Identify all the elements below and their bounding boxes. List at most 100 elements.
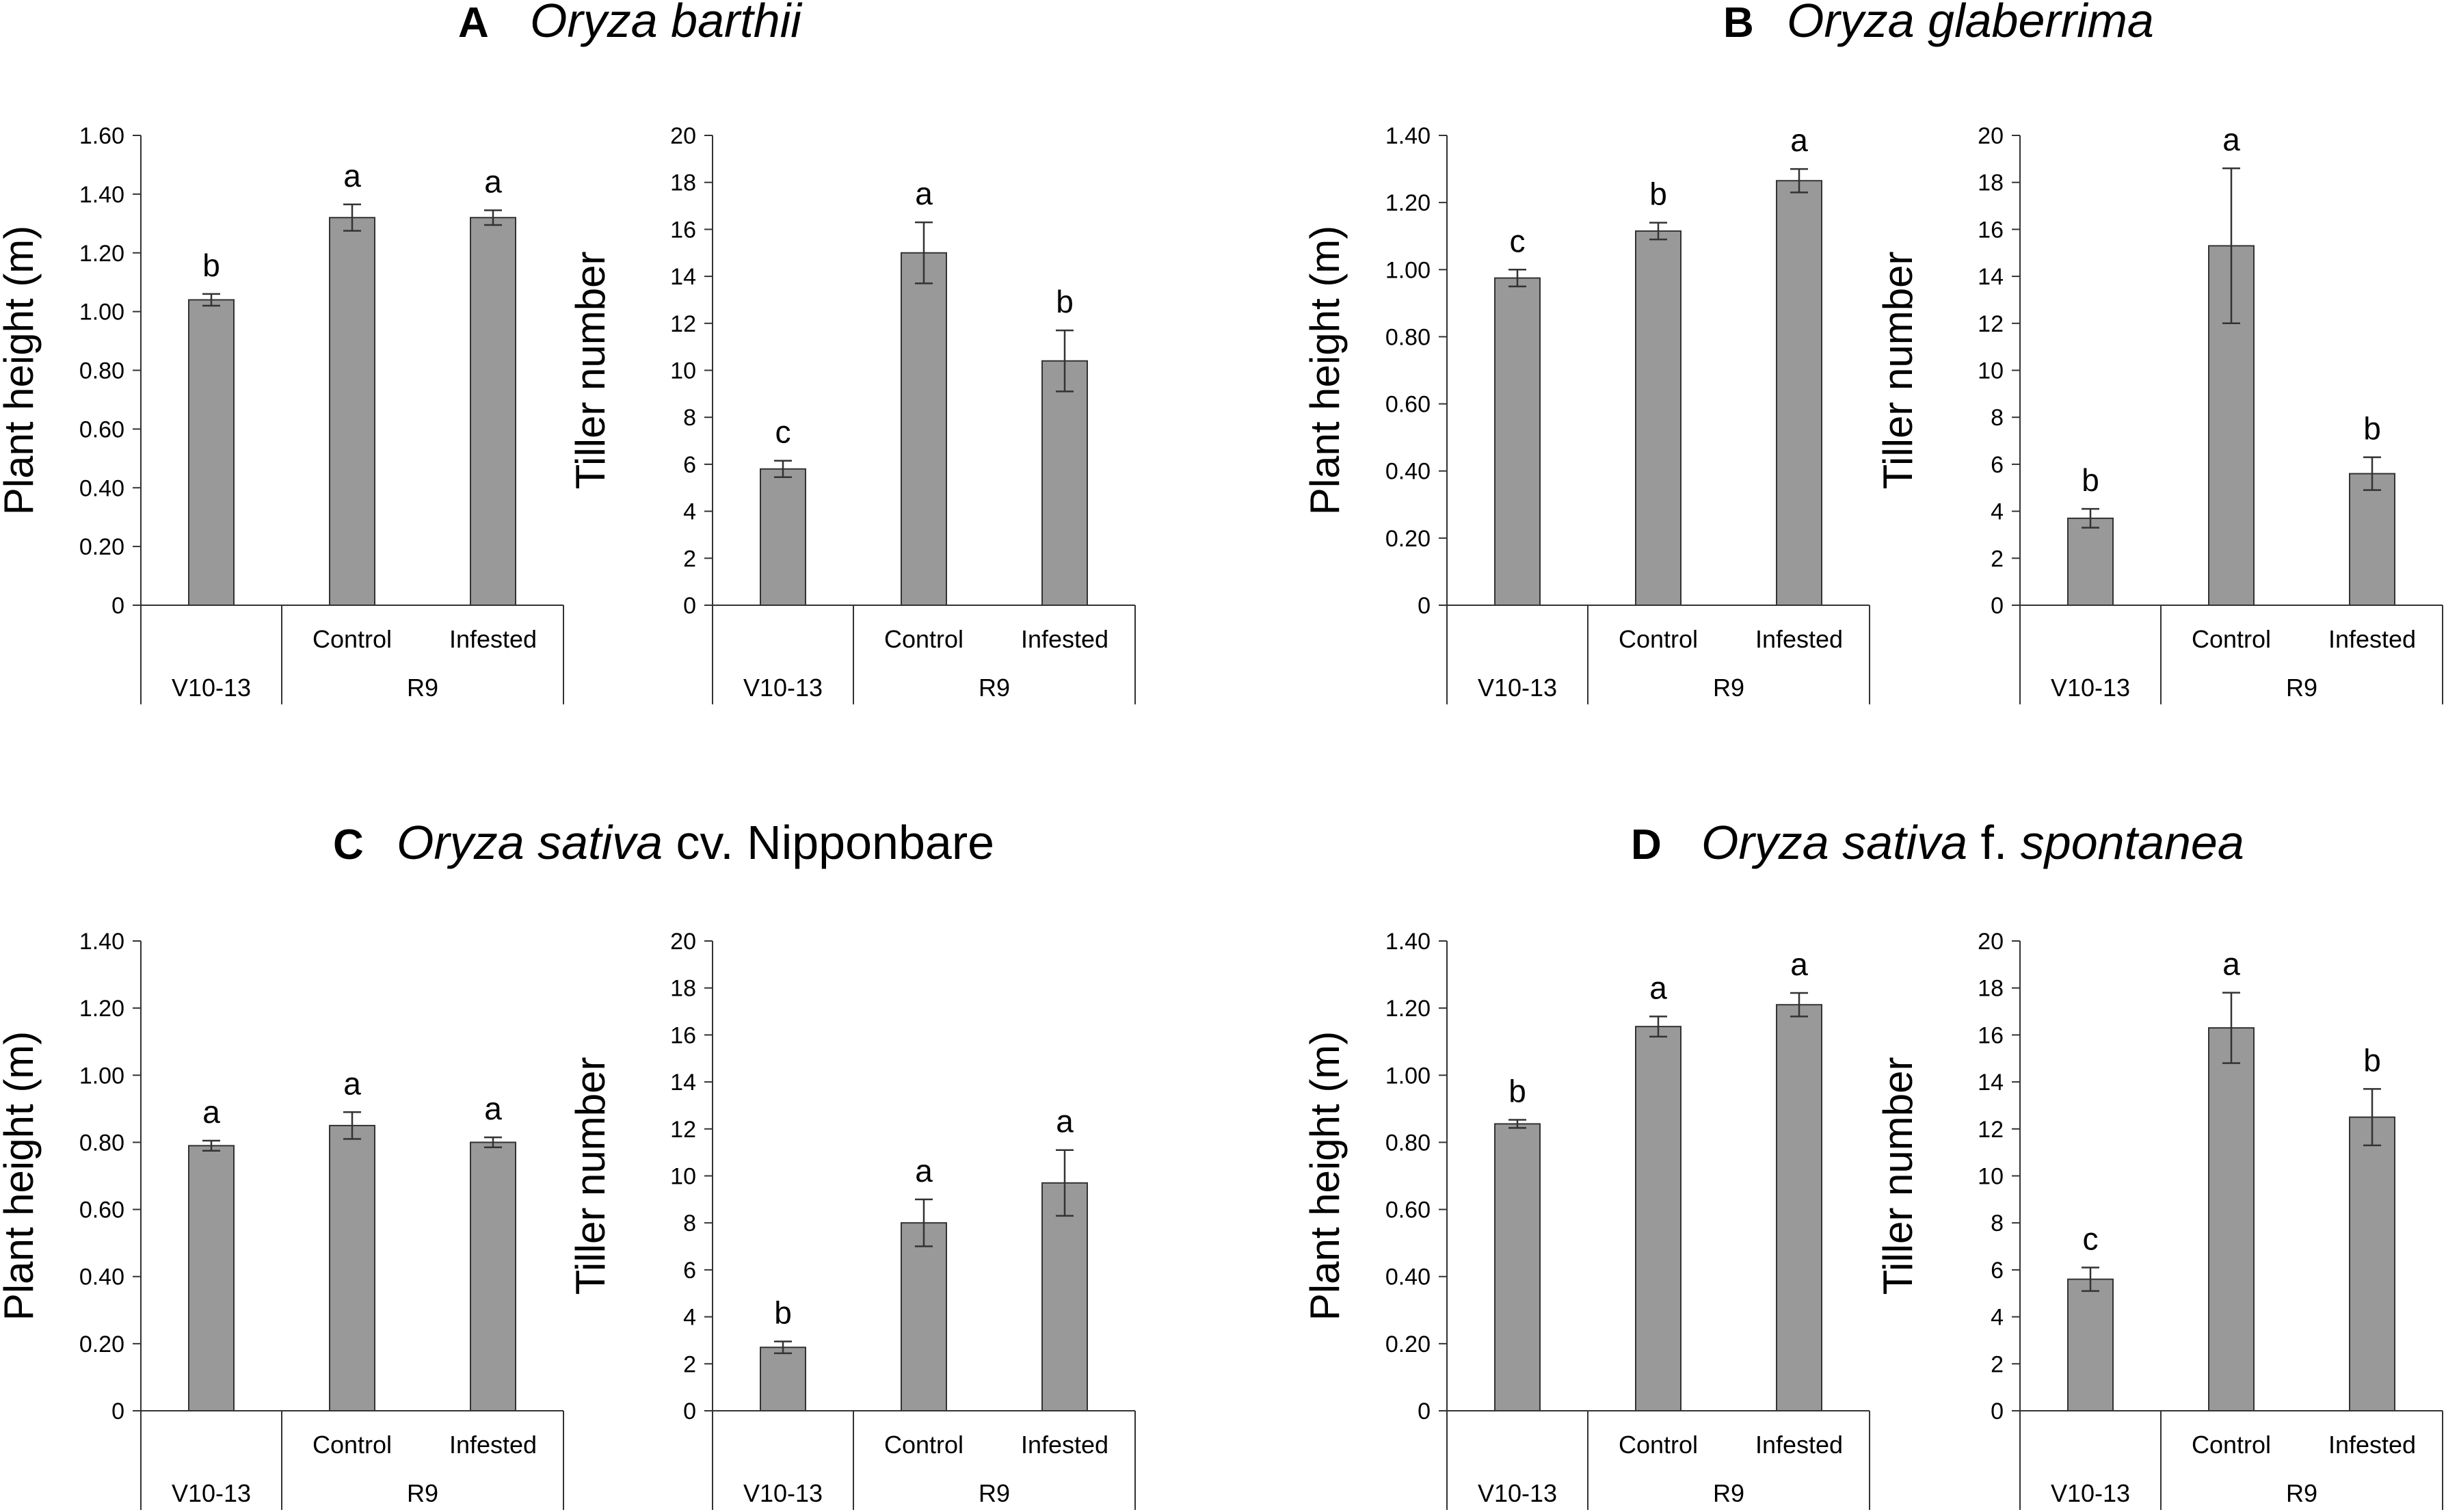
significance-letter: b — [2363, 411, 2381, 447]
significance-letter: c — [775, 414, 791, 450]
y-tick-label: 1.40 — [79, 182, 124, 208]
y-tick-label: 0.80 — [79, 358, 124, 384]
y-tick-label: 16 — [1978, 217, 2004, 243]
significance-letter: a — [343, 1065, 361, 1101]
bar — [2067, 1278, 2114, 1412]
x-category-label: Infested — [449, 625, 537, 653]
significance-letter: b — [1649, 176, 1667, 212]
y-tick-label: 10 — [670, 1164, 696, 1190]
y-tick-label: 0 — [1991, 593, 2004, 619]
y-tick-label: 0.80 — [79, 1130, 124, 1156]
significance-letter: a — [915, 176, 933, 211]
significance-letter: a — [484, 163, 502, 199]
y-tick-label: 0 — [111, 593, 124, 619]
significance-letter: a — [484, 1091, 502, 1126]
significance-letter: a — [2222, 122, 2240, 157]
bar — [1776, 180, 1822, 607]
bar — [1494, 1123, 1541, 1411]
bar — [2208, 1027, 2255, 1412]
y-tick-label: 0.20 — [1385, 1331, 1431, 1357]
y-tick-label: 20 — [1978, 123, 2004, 149]
y-tick-label: 8 — [1991, 405, 2004, 431]
chart-plant-height-b: 0 0.20 0.40 0.60 0.80 1.00 1.20 1.40 Plant heigh… — [1302, 122, 1870, 704]
x-group-label: V10-13 — [743, 674, 823, 702]
chart-tiller-number-a: 0 2 4 6 8 10 12 14 16 18 20 Tiller number c a Control b… — [568, 123, 1136, 704]
y-tick-label: 18 — [670, 976, 696, 1002]
panel-title-part: Oryza glaberrima — [1787, 0, 2154, 47]
bar — [1635, 1026, 1682, 1411]
x-group-label: R9 — [1713, 1479, 1744, 1507]
y-axis-label: Tiller number — [1875, 1057, 1921, 1295]
y-tick-label: 10 — [1978, 1164, 2004, 1190]
y-tick-label: 4 — [1991, 1305, 2004, 1331]
bar — [1041, 1182, 1088, 1411]
y-tick-label: 1.00 — [79, 300, 124, 326]
y-tick-label: 0.20 — [1385, 526, 1431, 552]
y-tick-label: 12 — [670, 1117, 696, 1143]
y-tick-label: 4 — [683, 499, 696, 525]
y-tick-label: 1.00 — [1385, 1063, 1431, 1089]
y-tick-label: 20 — [1978, 929, 2004, 955]
bar — [2349, 473, 2395, 607]
y-tick-label: 0.20 — [79, 534, 124, 560]
x-category-label: Control — [1619, 1431, 1698, 1459]
x-category-label: Infested — [2328, 1431, 2416, 1459]
x-category-label: Infested — [1755, 625, 1843, 653]
y-tick-label: 6 — [683, 1258, 696, 1284]
significance-letter: a — [1790, 946, 1808, 982]
significance-letter: c — [1510, 223, 1526, 258]
panel-letter: A — [458, 0, 489, 47]
x-category-label: Control — [884, 1431, 963, 1459]
x-group-label: V10-13 — [2051, 1479, 2130, 1507]
y-tick-label: 0 — [1991, 1398, 2004, 1424]
panel-title-part: f. — [1967, 816, 2021, 869]
bar — [329, 217, 375, 607]
y-tick-label: 4 — [683, 1305, 696, 1331]
y-tick-label: 0.60 — [79, 1197, 124, 1223]
panel-title: Oryza barthii — [530, 0, 803, 47]
y-tick-label: 1.60 — [79, 123, 124, 149]
bar — [760, 468, 806, 607]
panel-title-part: Oryza sativa — [1701, 816, 1967, 869]
x-group-label: R9 — [1713, 674, 1744, 702]
panel-title: Oryza sativa f. spontanea — [1701, 816, 2244, 869]
panel-title: Oryza sativa cv. Nipponbare — [397, 816, 994, 869]
chart-tiller-number-d: 0 2 4 6 8 10 12 14 16 18 20 Tiller number c a Control b… — [1875, 929, 2443, 1510]
y-tick-label: 1.00 — [1385, 257, 1431, 283]
y-axis-label: Plant height (m) — [0, 1031, 42, 1321]
x-category-label: Control — [2192, 1431, 2271, 1459]
y-tick-label: 1.40 — [79, 929, 124, 955]
panel-title-part: Oryza sativa — [397, 816, 663, 869]
bar — [1776, 1004, 1822, 1411]
x-group-label: R9 — [407, 674, 438, 702]
panel-title-part: cv. Nipponbare — [663, 816, 994, 869]
y-tick-label: 14 — [670, 1070, 696, 1096]
significance-letter: a — [915, 1153, 933, 1189]
significance-letter: a — [343, 158, 361, 194]
significance-letter: a — [1790, 122, 1808, 158]
bar — [329, 1124, 375, 1411]
y-axis-label: Tiller number — [1875, 252, 1921, 490]
significance-letter: b — [1508, 1074, 1526, 1109]
x-category-label: Infested — [2328, 625, 2416, 653]
significance-letter: b — [202, 248, 220, 283]
y-tick-label: 0.20 — [79, 1331, 124, 1357]
bar — [470, 1141, 516, 1411]
x-category-label: Control — [884, 625, 963, 653]
y-tick-label: 0.40 — [1385, 459, 1431, 485]
y-tick-label: 1.40 — [1385, 929, 1431, 955]
panel-letter: C — [333, 821, 364, 868]
y-tick-label: 1.20 — [79, 996, 124, 1022]
significance-letter: c — [2083, 1221, 2099, 1256]
y-tick-label: 18 — [670, 170, 696, 196]
x-category-label: Control — [1619, 625, 1698, 653]
panel-title: Oryza glaberrima — [1787, 0, 2154, 47]
y-tick-label: 0.40 — [1385, 1264, 1431, 1290]
y-tick-label: 8 — [683, 405, 696, 431]
x-group-label: V10-13 — [1478, 1479, 1557, 1507]
bar — [1041, 360, 1088, 606]
y-tick-label: 6 — [683, 452, 696, 478]
y-tick-label: 0 — [1418, 593, 1431, 619]
y-axis-label: Plant height (m) — [1302, 1031, 1348, 1321]
x-group-label: V10-13 — [1478, 674, 1557, 702]
